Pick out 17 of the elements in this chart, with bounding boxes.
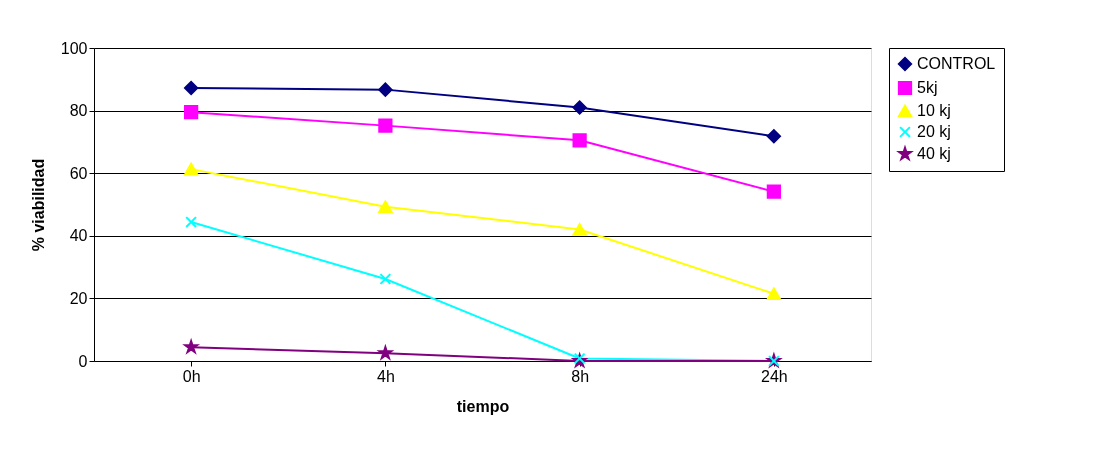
legend-label: 5kj xyxy=(917,79,938,96)
legend-label: 10 kj xyxy=(917,102,951,119)
x-tick-label: 0h xyxy=(182,367,201,385)
y-tick-label: 60 xyxy=(69,164,88,182)
x-axis-title: tiempo xyxy=(456,397,510,415)
y-tick-label: 100 xyxy=(60,39,88,57)
x-tick-label: 24h xyxy=(761,367,788,385)
y-tick-label: 0 xyxy=(78,352,88,370)
y-tick-label: 80 xyxy=(69,102,88,120)
legend-label: 40 kj xyxy=(917,145,951,162)
y-axis-title: % viabilidad xyxy=(29,158,47,252)
x-tick-label: 8h xyxy=(571,367,590,385)
legend-label: 20 kj xyxy=(917,123,951,140)
y-tick-label: 20 xyxy=(69,289,88,307)
x-tick-label: 4h xyxy=(376,367,395,385)
y-tick-label: 40 xyxy=(69,227,88,245)
legend-label: CONTROL xyxy=(917,55,996,72)
